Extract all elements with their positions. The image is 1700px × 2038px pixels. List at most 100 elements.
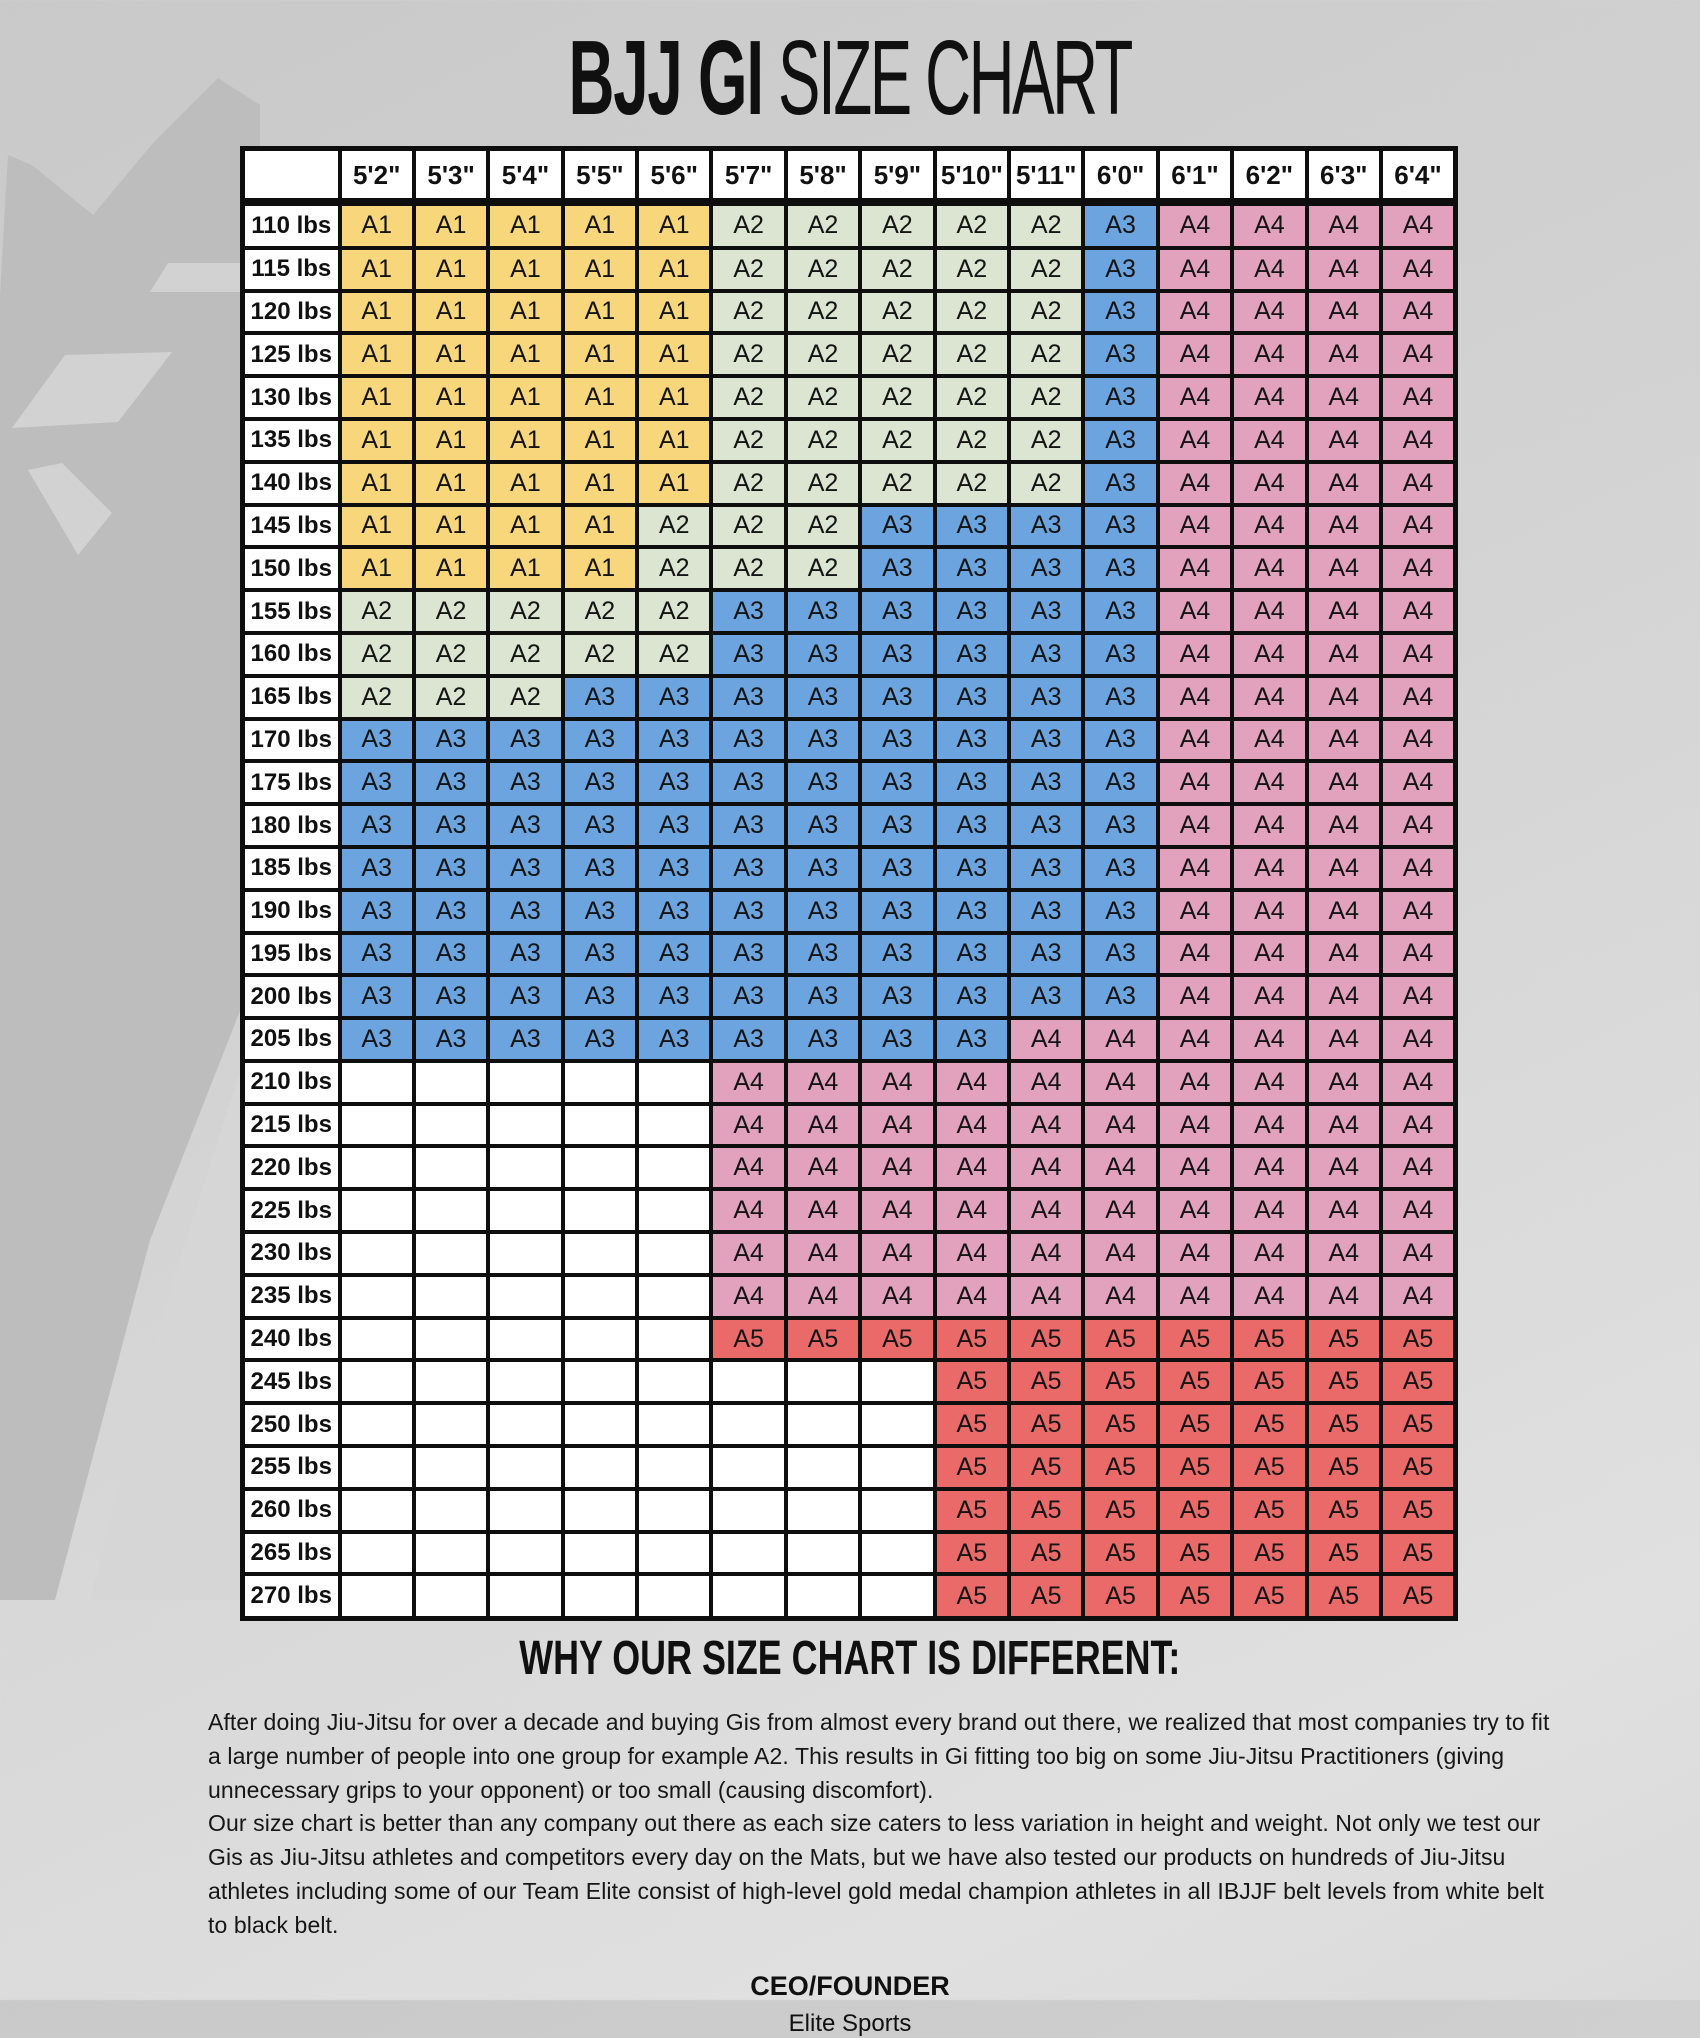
size-cell: A4 xyxy=(1304,416,1383,464)
size-cell-empty xyxy=(486,1187,565,1235)
size-cell: A1 xyxy=(560,545,640,593)
size-cell: A5 xyxy=(1230,1401,1309,1449)
size-cell: A4 xyxy=(1304,844,1383,892)
size-cell: A1 xyxy=(560,459,640,507)
size-cell-empty xyxy=(560,1058,640,1106)
weight-label: 255 lbs xyxy=(240,1444,342,1491)
size-cell-empty xyxy=(560,1444,640,1491)
size-cell: A4 xyxy=(1378,802,1458,849)
weight-label: 145 lbs xyxy=(240,502,342,550)
size-cell: A4 xyxy=(1155,502,1235,550)
size-cell: A4 xyxy=(1304,200,1383,250)
size-cell-empty xyxy=(486,1272,565,1320)
weight-label: 120 lbs xyxy=(240,288,342,336)
size-cell: A1 xyxy=(411,288,491,336)
size-cell: A4 xyxy=(1230,245,1309,293)
size-cell: A1 xyxy=(486,374,565,421)
size-cell: A4 xyxy=(1155,973,1235,1021)
size-cell: A3 xyxy=(411,973,491,1021)
page-title: BJJ GI SIZE CHART xyxy=(0,18,1700,139)
size-cell: A3 xyxy=(783,630,863,678)
size-cell: A4 xyxy=(932,1101,1012,1149)
size-cell: A3 xyxy=(932,545,1012,593)
weight-row: 185 lbs A3 A3 A3 A3 A3 A3 A3 A3 A3 A3 A3 A4 A4 A4 A4 xyxy=(240,844,1458,892)
size-cell-empty xyxy=(635,1486,714,1534)
size-cell: A4 xyxy=(1378,887,1458,935)
size-cell: A4 xyxy=(1304,1101,1383,1149)
size-cell: A1 xyxy=(337,374,416,421)
size-cell-empty xyxy=(783,1486,863,1534)
size-cell: A3 xyxy=(1007,802,1086,849)
size-cell: A5 xyxy=(1378,1572,1458,1621)
size-cell: A4 xyxy=(1304,1016,1383,1063)
size-cell-empty xyxy=(411,1230,491,1277)
size-cell: A4 xyxy=(932,1144,1012,1192)
size-cell-empty xyxy=(858,1401,937,1449)
size-cell: A3 xyxy=(560,759,640,807)
size-cell: A4 xyxy=(1230,200,1309,250)
size-cell: A4 xyxy=(1304,502,1383,550)
size-cell: A5 xyxy=(783,1315,863,1363)
size-cell-empty xyxy=(486,1144,565,1192)
size-cell: A1 xyxy=(560,374,640,421)
weight-label: 155 lbs xyxy=(240,588,342,635)
size-cell: A2 xyxy=(1007,245,1086,293)
weight-label: 180 lbs xyxy=(240,802,342,849)
weight-row: 200 lbs A3 A3 A3 A3 A3 A3 A3 A3 A3 A3 A3 A4 A4 A4 A4 xyxy=(240,973,1458,1021)
size-cell: A2 xyxy=(932,200,1012,250)
size-cell: A3 xyxy=(1007,588,1086,635)
size-cell: A3 xyxy=(858,502,937,550)
size-cell: A4 xyxy=(1304,716,1383,764)
size-cell: A5 xyxy=(932,1572,1012,1621)
size-cell: A3 xyxy=(1081,545,1160,593)
size-cell-empty xyxy=(635,1272,714,1320)
size-cell: A3 xyxy=(1081,759,1160,807)
size-cell: A4 xyxy=(1378,673,1458,721)
weight-label: 270 lbs xyxy=(240,1572,342,1621)
weight-label: 140 lbs xyxy=(240,459,342,507)
size-cell: A4 xyxy=(1081,1230,1160,1277)
size-cell: A3 xyxy=(486,1016,565,1063)
why-text-block: After doing Jiu-Jitsu for over a decade … xyxy=(208,1706,1550,1943)
company-name: Elite Sports xyxy=(788,2009,912,2037)
size-cell: A3 xyxy=(709,930,788,978)
size-cell: A3 xyxy=(1007,844,1086,892)
size-cell: A4 xyxy=(783,1272,863,1320)
size-cell: A3 xyxy=(1081,459,1160,507)
size-cell: A2 xyxy=(783,459,863,507)
size-cell-empty xyxy=(858,1529,937,1577)
size-cell: A4 xyxy=(709,1144,788,1192)
size-cell: A3 xyxy=(560,716,640,764)
size-cell: A1 xyxy=(635,459,714,507)
size-cell-empty xyxy=(337,1358,416,1406)
size-cell: A5 xyxy=(709,1315,788,1363)
size-cell: A3 xyxy=(560,802,640,849)
size-cell: A1 xyxy=(560,502,640,550)
size-cell: A3 xyxy=(560,887,640,935)
weight-row: 240 lbs A5 A5 A5 A5 A5 A5 A5 A5 A5 A5 xyxy=(240,1315,1458,1363)
size-cell: A2 xyxy=(411,630,491,678)
size-cell: A3 xyxy=(1081,844,1160,892)
height-header: 6'3" xyxy=(1304,146,1383,206)
size-cell: A3 xyxy=(337,716,416,764)
size-cell: A4 xyxy=(1304,1187,1383,1235)
size-cell: A4 xyxy=(1230,1101,1309,1149)
size-cell-empty xyxy=(411,1401,491,1449)
size-cell: A5 xyxy=(1378,1486,1458,1534)
size-cell: A4 xyxy=(1007,1187,1086,1235)
size-cell: A3 xyxy=(858,673,937,721)
size-cell: A5 xyxy=(932,1529,1012,1577)
size-cell: A2 xyxy=(858,459,937,507)
size-cell: A4 xyxy=(1378,374,1458,421)
size-cell: A1 xyxy=(411,459,491,507)
size-cell: A3 xyxy=(1081,930,1160,978)
weight-row: 255 lbs A5 A5 A5 A5 A5 A5 A5 xyxy=(240,1444,1458,1491)
size-cell: A4 xyxy=(1155,459,1235,507)
size-cell: A4 xyxy=(1230,887,1309,935)
size-cell-empty xyxy=(709,1401,788,1449)
size-cell: A1 xyxy=(486,545,565,593)
brand-watermark-logo xyxy=(0,78,260,1600)
size-cell: A4 xyxy=(1378,1272,1458,1320)
size-cell: A3 xyxy=(1081,288,1160,336)
size-cell: A2 xyxy=(858,200,937,250)
